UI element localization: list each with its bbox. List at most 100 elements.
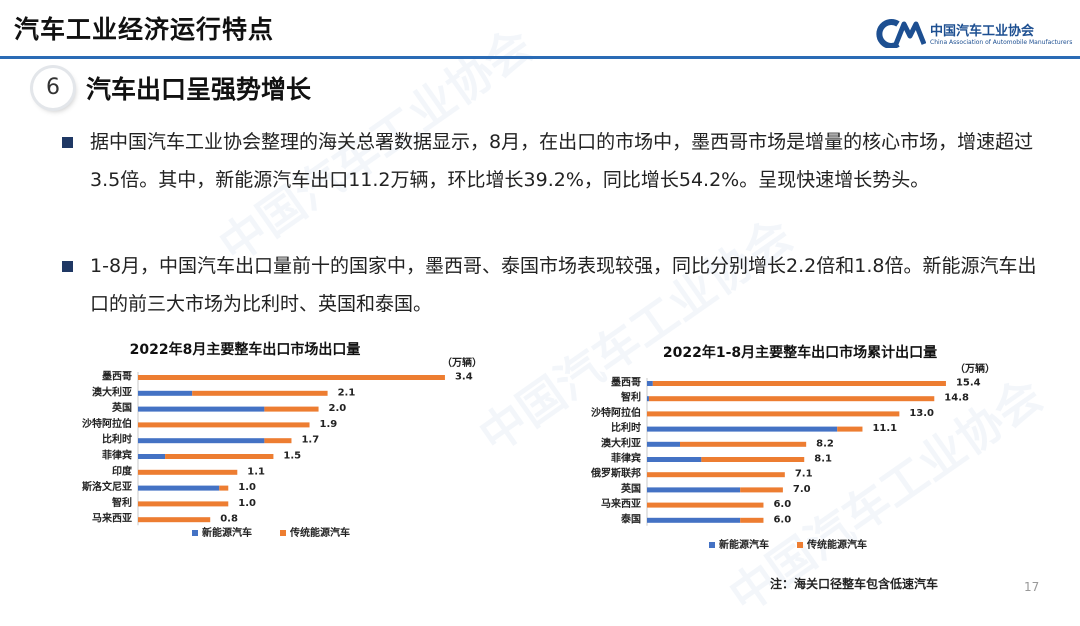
legend-swatch-traditional (280, 530, 286, 536)
bullet-item: 据中国汽车工业协会整理的海关总署数据显示，8月，在出口的市场中，墨西哥市场是增量… (62, 123, 1042, 243)
chart-jan-aug-exports-svg: 2022年1-8月主要整车出口市场累计出口量 （万辆） 墨西哥 15.4 智利 14.8 沙… (590, 344, 995, 551)
section-number-badge: 6 (33, 68, 73, 108)
data-label: 7.1 (795, 469, 813, 480)
category-label: 菲律宾 (102, 449, 132, 462)
bar-segment-traditional (192, 390, 328, 396)
data-label: 1.5 (283, 451, 301, 462)
data-label: 6.0 (773, 499, 791, 510)
bar-segment-nev (647, 381, 653, 386)
page-number: 17 (1024, 580, 1040, 594)
data-label: 2.1 (338, 387, 356, 398)
chart-title: 2022年1-8月主要整车出口市场累计出口量 (663, 344, 937, 361)
header-divider (0, 56, 1080, 59)
chart-aug-exports: 2022年8月主要整车出口市场出口量 （万辆） 墨西哥 3.4 澳大利亚 2.1 英国 2.0… (40, 332, 510, 547)
bar-segment-traditional (647, 411, 900, 417)
data-label: 11.1 (872, 423, 897, 434)
category-label: 澳大利亚 (92, 385, 132, 398)
bar-segment-nev (647, 441, 680, 447)
data-label: 1.0 (238, 498, 256, 509)
bar-segment-nev (138, 438, 265, 444)
bar-segment-traditional (740, 517, 764, 523)
category-label: 智利 (621, 391, 641, 404)
category-label: 俄罗斯联邦 (590, 467, 641, 480)
category-label: 英国 (111, 401, 132, 414)
data-label: 13.0 (909, 408, 934, 419)
chart-title: 2022年8月主要整车出口市场出口量 (130, 341, 361, 358)
bar-segment-traditional (652, 381, 946, 386)
category-label: 马来西亚 (601, 497, 641, 510)
bar-segment-traditional (647, 502, 764, 508)
logo-name-en: China Association of Automobile Manufact… (930, 39, 1073, 46)
bullet-square-icon (62, 261, 73, 272)
bar-segment-traditional (837, 426, 863, 432)
data-label: 6.0 (773, 514, 791, 525)
bar-segment-nev (647, 396, 649, 402)
data-label: 3.4 (455, 372, 473, 383)
data-label: 1.0 (238, 482, 256, 493)
data-label: 0.8 (220, 514, 238, 525)
chart-unit-label: （万辆） (442, 356, 482, 369)
category-label: 澳大利亚 (601, 436, 641, 449)
legend-label: 新能源汽车 (202, 526, 252, 539)
bar-segment-traditional (165, 454, 274, 459)
bar-segment-traditional (701, 457, 805, 462)
bar-segment-traditional (138, 501, 229, 507)
bullet-text: 1-8月，中国汽车出口量前十的国家中，墨西哥、泰国市场表现较强，同比分别增长2.… (90, 255, 1037, 315)
slide-title: 汽车工业经济运行特点 (14, 15, 275, 44)
logo-name-cn: 中国汽车工业协会 (930, 24, 1035, 39)
legend-swatch-traditional (797, 542, 803, 548)
legend-label: 新能源汽车 (719, 538, 769, 551)
caam-logo-icon (876, 19, 926, 48)
category-label: 印度 (112, 464, 133, 477)
bar-segment-traditional (219, 485, 229, 491)
bar-segment-nev (138, 454, 166, 459)
data-label: 8.2 (816, 438, 834, 449)
data-label: 1.9 (320, 419, 338, 430)
category-label: 墨西哥 (102, 371, 132, 383)
category-label: 马来西亚 (92, 512, 132, 525)
bar-segment-traditional (740, 487, 783, 493)
bar-segment-nev (138, 390, 193, 396)
data-label: 14.8 (944, 393, 969, 404)
bullet-text: 据中国汽车工业协会整理的海关总署数据显示，8月，在出口的市场中，墨西哥市场是增量… (90, 131, 1034, 191)
section-title: 汽车出口呈强势增长 (86, 75, 312, 104)
category-label: 斯洛文尼亚 (82, 480, 132, 493)
category-label: 墨西哥 (611, 377, 641, 389)
bar-segment-nev (647, 517, 741, 523)
bar-segment-nev (138, 485, 220, 491)
category-label: 比利时 (611, 421, 641, 434)
category-label: 泰国 (620, 512, 641, 525)
data-label: 15.4 (956, 378, 981, 389)
bar-segment-traditional (680, 441, 807, 447)
legend-label: 传统能源汽车 (806, 538, 867, 551)
bar-segment-traditional (264, 438, 292, 444)
data-label: 7.0 (793, 484, 811, 495)
chart-unit-label: （万辆） (955, 362, 995, 375)
legend-label: 传统能源汽车 (289, 526, 350, 539)
bar-segment-nev (647, 457, 702, 462)
bar-segment-nev (138, 406, 265, 412)
bar-segment-traditional (138, 422, 310, 428)
bar-segment-nev (647, 487, 741, 493)
category-label: 智利 (112, 496, 132, 509)
caam-logo: 中国汽车工业协会 China Association of Automobile… (876, 14, 1076, 54)
footnote: 注：海关口径整车包含低速汽车 (770, 577, 939, 591)
data-label: 1.7 (301, 435, 319, 446)
data-label: 2.0 (329, 403, 347, 414)
data-label: 8.1 (814, 454, 832, 465)
bullet-item: 1-8月，中国汽车出口量前十的国家中，墨西哥、泰国市场表现较强，同比分别增长2.… (62, 247, 1042, 327)
chart-aug-exports-svg: 2022年8月主要整车出口市场出口量 （万辆） 墨西哥 3.4 澳大利亚 2.1 英国 2.0… (82, 341, 482, 539)
bar-segment-nev (647, 426, 838, 432)
legend-swatch-nev (709, 542, 715, 548)
bar-segment-traditional (264, 406, 319, 412)
legend-swatch-nev (192, 530, 198, 536)
bar-segment-traditional (138, 517, 211, 523)
bar-segment-traditional (648, 396, 935, 402)
bar-segment-traditional (138, 469, 238, 475)
category-label: 英国 (620, 482, 641, 495)
slide-header: 汽车工业经济运行特点 中国汽车工业协会 China Association of… (0, 0, 1080, 59)
category-label: 菲律宾 (611, 452, 641, 465)
category-label: 沙特阿拉伯 (591, 406, 641, 419)
data-label: 1.1 (247, 466, 265, 477)
chart-jan-aug-exports: 2022年1-8月主要整车出口市场累计出口量 （万辆） 墨西哥 15.4 智利 14.8 沙… (555, 334, 1045, 559)
